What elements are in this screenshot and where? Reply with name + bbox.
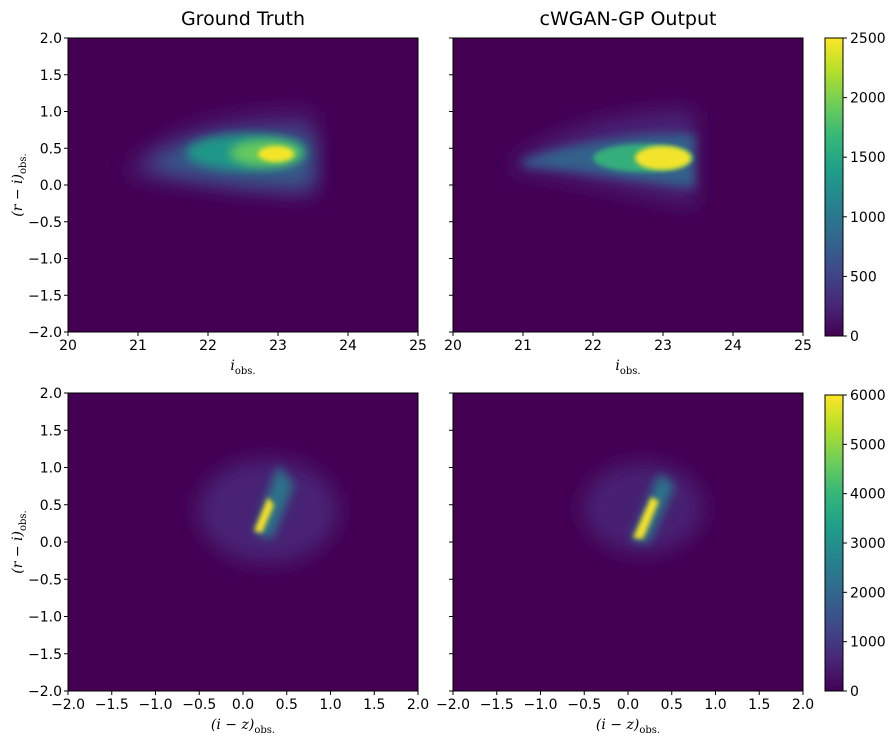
colorbar-tick-label: 3000 <box>850 536 886 552</box>
density-blob-4 <box>258 146 294 162</box>
x-tick-label: 21 <box>129 338 147 354</box>
colorbar-tick-label: 2000 <box>850 91 886 107</box>
x-tick-label: −0.5 <box>567 697 601 713</box>
colorbar-frame <box>824 37 844 337</box>
x-tick-label: −1.0 <box>524 697 558 713</box>
y-tick-label: −1.0 <box>28 610 62 626</box>
y-tick-label: 1.0 <box>40 461 62 477</box>
y-tick-label: 0.5 <box>40 498 62 514</box>
density-cloud <box>198 459 338 563</box>
colorbar-tick-label: 0 <box>850 684 859 700</box>
x-tick-label: 1.0 <box>319 697 341 713</box>
colorbar-gradient <box>825 38 843 336</box>
panel-title: cWGAN-GP Output <box>540 8 717 30</box>
colorbar-tick-label: 1500 <box>850 150 886 166</box>
x-tick-label: −0.5 <box>182 697 216 713</box>
x-tick-label: 2.0 <box>407 697 429 713</box>
x-tick-label: 1.0 <box>704 697 726 713</box>
y-tick-label: −2.0 <box>28 325 62 341</box>
x-tick-label: 0.5 <box>276 697 298 713</box>
x-tick-label: 24 <box>724 338 742 354</box>
y-tick-label: −1.5 <box>28 288 62 304</box>
x-tick-label: 23 <box>269 338 287 354</box>
y-tick-label: 2.0 <box>40 31 62 47</box>
x-tick-label: −1.5 <box>95 697 129 713</box>
colorbar-tick-label: 6000 <box>850 388 886 404</box>
gt-ri-vs-iz-panel: −2.0 −1.5 −1.0 −0.5 0.0 0.5 1.0 1.5 2.0−2.0−1.5−… <box>10 386 429 736</box>
y-tick-label: 1.0 <box>40 105 62 121</box>
gan-ri-vs-i-panel: 20 21 22 23 24 25 cWGAN-GP Output iobs. <box>444 8 812 377</box>
colorbar: 0 500 1000 1500 2000 2500 <box>824 31 886 345</box>
x-tick-label: 25 <box>794 338 812 354</box>
density-blob-3 <box>635 146 691 170</box>
x-tick-label: 0.5 <box>661 697 683 713</box>
x-tick-label: 20 <box>59 338 77 354</box>
x-tick-label: −2.0 <box>51 697 85 713</box>
colorbar-tick-label: 1000 <box>850 635 886 651</box>
x-tick-label: 2.0 <box>792 697 814 713</box>
x-tick-label: 22 <box>199 338 217 354</box>
x-tick-label: −1.5 <box>480 697 514 713</box>
x-tick-label: 0.0 <box>232 697 254 713</box>
x-tick-label: −1.0 <box>139 697 173 713</box>
y-axis-label: (r − i)obs. <box>10 510 29 573</box>
y-tick-label: 0.5 <box>40 141 62 157</box>
x-axis-label: (i − z)obs. <box>596 717 660 736</box>
density-cloud <box>130 111 314 198</box>
y-tick-label: −2.0 <box>28 684 62 700</box>
x-axis-label: iobs. <box>615 358 640 377</box>
y-tick-label: −0.5 <box>28 215 62 231</box>
colorbar-tick-label: 2000 <box>850 585 886 601</box>
y-axis-label: (r − i)obs. <box>10 153 29 216</box>
y-tick-label: 0.0 <box>40 535 62 551</box>
x-tick-label: 22 <box>584 338 602 354</box>
colorbar-tick-label: 0 <box>850 329 859 345</box>
gan-ri-vs-iz-panel: −2.0 −1.5 −1.0 −0.5 0.0 0.5 1.0 1.5 2.0 (i − z)ob… <box>436 392 814 736</box>
colorbar-tick-label: 5000 <box>850 437 886 453</box>
y-tick-label: −1.5 <box>28 647 62 663</box>
density-blob-2 <box>633 497 659 539</box>
colorbar-tick-label: 1000 <box>850 210 886 226</box>
x-axis-label: iobs. <box>230 358 255 377</box>
y-tick-label: −0.5 <box>28 572 62 588</box>
density-cloud <box>583 463 703 553</box>
x-tick-label: 23 <box>654 338 672 354</box>
x-tick-label: 1.5 <box>363 697 385 713</box>
x-tick-label: 21 <box>514 338 532 354</box>
colorbar-tick-label: 4000 <box>850 487 886 503</box>
x-tick-label: 25 <box>409 338 427 354</box>
y-tick-label: 1.5 <box>40 68 62 84</box>
x-tick-label: 20 <box>444 338 462 354</box>
x-tick-label: 1.5 <box>748 697 770 713</box>
y-tick-label: 2.0 <box>40 386 62 402</box>
x-tick-label: 24 <box>339 338 357 354</box>
density-cloud <box>513 109 695 206</box>
x-tick-label: 0.0 <box>617 697 639 713</box>
x-tick-label: −2.0 <box>436 697 470 713</box>
gt-ri-vs-i-panel: 20 21 22 23 24 25 −2.0 −1.5 −1.0 −0.5 0.0 0.5 1.0 1.5… <box>10 8 427 377</box>
colorbar-gradient <box>825 395 843 691</box>
colorbar-tick-label: 2500 <box>850 31 886 47</box>
y-tick-label: −1.0 <box>28 252 62 268</box>
colorbar: 0 1000 2000 3000 4000 5000 6000 <box>824 388 886 700</box>
y-tick-label: 1.5 <box>40 423 62 439</box>
x-axis-label: (i − z)obs. <box>211 717 275 736</box>
panel-title: Ground Truth <box>181 8 305 30</box>
density-blob-2 <box>254 497 274 533</box>
y-tick-label: 0.0 <box>40 178 62 194</box>
colorbar-tick-label: 500 <box>850 269 877 285</box>
